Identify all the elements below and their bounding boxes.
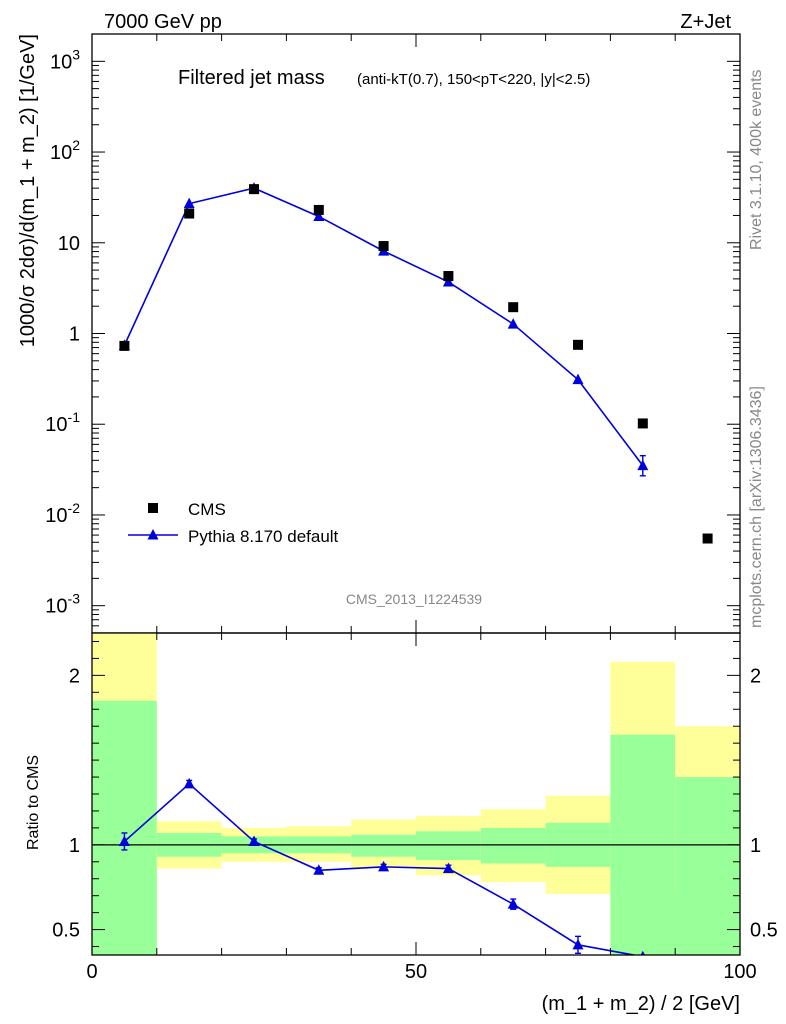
chart-subtitle: (anti-kT(0.7), 150<pT<220, |y|<2.5) <box>357 71 590 88</box>
legend-mc-marker <box>147 529 159 540</box>
data-point <box>573 339 583 350</box>
data-point <box>184 208 195 219</box>
y-tick-label: 10-2 <box>45 500 80 527</box>
legend-data-marker <box>148 503 158 513</box>
y-tick-label: 10 <box>58 233 80 255</box>
ratio-y-tick-label-right: 0.5 <box>750 920 778 942</box>
mc-marker <box>442 275 454 287</box>
ratio-mc-marker <box>640 950 646 955</box>
ratio-mc-marker <box>118 835 130 846</box>
uncertainty-band-inner <box>92 700 157 955</box>
legend-data-label: CMS <box>188 500 226 519</box>
ratio-y-tick-label-left: 1 <box>69 835 80 857</box>
mc-marker <box>183 197 195 209</box>
y-tick-label: 10-1 <box>45 409 80 436</box>
ratio-mc-marker <box>378 860 390 872</box>
ratio-y-axis-label: Ratio to CMS <box>25 755 42 850</box>
mc-line <box>123 187 644 467</box>
data-point <box>313 204 324 215</box>
data-point <box>249 184 259 195</box>
y-axis-label: 1000/σ 2dσ)/d(m_1 + m_2) [1/GeV] <box>17 34 39 347</box>
uncertainty-band-inner <box>351 834 416 857</box>
mc-marker <box>637 459 649 471</box>
ratio-y-tick-label-right: 2 <box>750 665 761 687</box>
uncertainty-band-inner <box>416 831 481 861</box>
analysis-id: CMS_2013_I1224539 <box>346 591 482 607</box>
data-point <box>637 418 648 429</box>
ratio-mc-marker <box>313 864 325 875</box>
ratio-panel: 0.5 0.5 1 1 2 2 Ratio to CMS 0 50 100 (m_1 + m_2) … <box>25 632 778 1015</box>
main-panel: 10-3 10-2 10-1 1 10 102 103 1000/σ 2dσ)/d(m_1 +… <box>17 33 741 634</box>
y-tick-label: 102 <box>50 137 80 164</box>
mc-marker <box>572 373 584 385</box>
ratio-mc-marker <box>572 938 584 950</box>
rivet-version-label: Rivet 3.1.10, 400k events <box>748 69 765 250</box>
ratio-y-tick-label-left: 2 <box>69 665 80 687</box>
data-point <box>508 302 519 313</box>
uncertainty-band-inner <box>675 777 740 955</box>
x-tick-label: 0 <box>86 961 97 983</box>
uncertainty-band-inner <box>480 827 546 864</box>
x-tick-label: 100 <box>723 961 756 983</box>
data-point <box>378 241 389 252</box>
data-point <box>702 533 713 544</box>
x-axis-label: (m_1 + m_2) / 2 [GeV] <box>542 993 740 1015</box>
ratio-series-group <box>118 777 646 955</box>
x-tick-label: 50 <box>405 961 427 983</box>
ratio-mc-marker <box>507 898 519 909</box>
legend-mc-label: Pythia 8.170 default <box>188 527 339 546</box>
data-point <box>119 340 130 351</box>
y-tick-label: 103 <box>50 46 80 73</box>
mcplots-label: mcplots.cern.ch [arXiv:1306.3436] <box>748 386 765 628</box>
y-tick-label: 10-3 <box>45 591 80 618</box>
mc-marker <box>507 318 519 329</box>
chart-title: Filtered jet mass <box>178 67 325 89</box>
mc-marker <box>313 210 325 221</box>
ratio-y-tick-label-right: 1 <box>750 835 761 857</box>
y-tick-label: 1 <box>69 324 80 346</box>
energy-label: 7000 GeV pp <box>104 11 222 33</box>
ratio-y-tick-label-left: 0.5 <box>52 920 80 942</box>
ratio-mc-marker <box>183 777 195 789</box>
ratio-mc-marker <box>248 835 260 846</box>
process-label: Z+Jet <box>680 11 731 33</box>
data-point <box>443 271 454 282</box>
ratio-mc-marker <box>442 862 454 874</box>
